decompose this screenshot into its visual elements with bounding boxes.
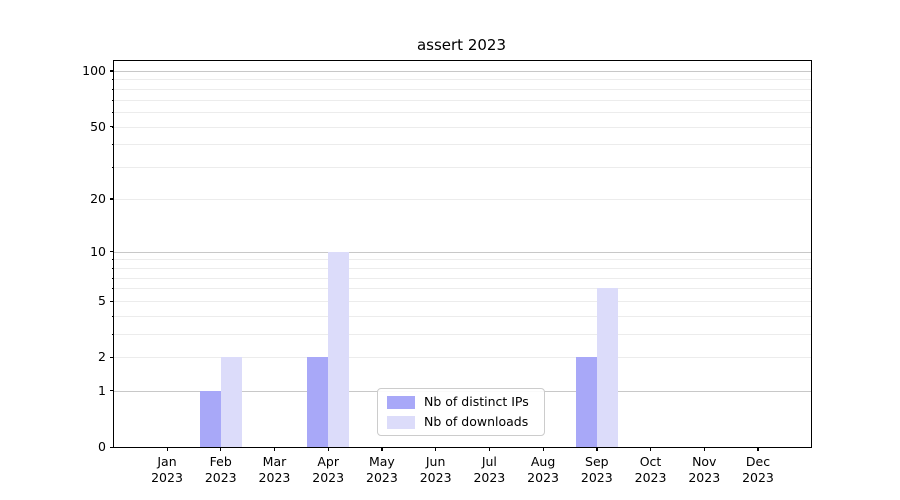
x-tick-label: Jan 2023 [151, 454, 183, 485]
y-tick-label: 100 [82, 62, 106, 78]
x-tick-label: May 2023 [366, 454, 398, 485]
x-tick [542, 447, 544, 451]
y-minor-tick [111, 112, 114, 114]
bar-distinct-ips-sep [575, 357, 597, 447]
minor-gridline [114, 301, 811, 303]
legend-label-distinct-ips: Nb of distinct IPs [424, 394, 529, 409]
x-tick [488, 447, 491, 451]
minor-gridline [114, 267, 811, 269]
y-tick [110, 300, 114, 302]
plot-area: 0 1 2 5 10 20 50 100 Jan 2023 Feb 2023 Mar 2023 Apr… [82, 60, 812, 485]
bar-distinct-ips-apr [307, 357, 329, 447]
x-tick-label: Jun 2023 [419, 454, 452, 485]
major-gridline [114, 251, 811, 253]
y-tick [110, 70, 114, 72]
y-minor-tick [111, 259, 114, 261]
minor-gridline [114, 357, 811, 359]
x-tick [220, 447, 222, 451]
y-minor-tick [111, 144, 114, 146]
y-minor-tick [111, 79, 114, 81]
y-tick-label: 5 [98, 293, 106, 309]
y-tick-label: 2 [98, 349, 106, 365]
x-tick [703, 447, 705, 451]
y-tick-label: 0 [98, 439, 106, 454]
bar-downloads-feb [220, 357, 242, 447]
x-tick-label: Apr 2023 [312, 454, 345, 485]
legend-swatch-downloads-icon [387, 415, 415, 429]
x-tick [381, 447, 383, 451]
y-tick [110, 390, 114, 392]
y-tick [110, 126, 114, 128]
x-tick [273, 447, 276, 451]
x-tick-label: Jul 2023 [473, 454, 506, 485]
bar-distinct-ips-feb [199, 390, 221, 447]
legend-item-downloads: Nb of downloads [387, 415, 535, 429]
x-tick [757, 447, 759, 451]
x-tick-label: Dec 2023 [742, 454, 774, 485]
legend-item-distinct-ips: Nb of distinct IPs [387, 395, 535, 409]
x-tick-label: Oct 2023 [634, 454, 667, 485]
minor-gridline [114, 259, 811, 261]
x-tick-label: Mar 2023 [258, 454, 291, 485]
y-tick [110, 356, 114, 359]
minor-gridline [114, 334, 811, 336]
y-minor-tick [111, 88, 114, 90]
minor-gridline [114, 144, 811, 146]
major-gridline [114, 70, 811, 72]
minor-gridline [114, 99, 811, 101]
x-tick-label: Sep 2023 [580, 454, 613, 485]
minor-gridline [114, 277, 811, 279]
bar-downloads-apr [328, 251, 350, 447]
minor-gridline [114, 315, 811, 317]
y-minor-tick [111, 99, 114, 101]
y-tick-label: 10 [90, 243, 106, 259]
y-minor-tick [111, 167, 114, 169]
minor-gridline [114, 198, 811, 200]
y-minor-tick [111, 277, 114, 279]
x-tick-label: Feb 2023 [204, 454, 237, 485]
y-tick-label: 20 [90, 190, 106, 206]
x-tick [650, 447, 652, 451]
x-tick-label: Aug 2023 [527, 454, 559, 485]
minor-gridline [114, 112, 811, 114]
chart-title: assert 2023 [416, 36, 507, 54]
x-tick [166, 447, 168, 451]
legend: Nb of distinct IPs Nb of downloads [377, 388, 545, 436]
x-tick [596, 447, 598, 451]
x-tick-label: Nov 2023 [688, 454, 721, 485]
minor-gridline [114, 288, 811, 290]
y-minor-tick [111, 334, 114, 336]
minor-gridline [114, 88, 811, 90]
y-tick [110, 198, 114, 200]
y-minor-tick [111, 288, 114, 290]
minor-gridline [114, 79, 811, 81]
y-minor-tick [111, 267, 114, 269]
legend-label-downloads: Nb of downloads [424, 414, 529, 429]
y-tick [110, 446, 114, 448]
bar-downloads-sep [596, 288, 618, 447]
x-tick [327, 447, 329, 451]
legend-swatch-distinct-ips-icon [387, 395, 415, 409]
y-tick-label: 1 [98, 382, 106, 398]
minor-gridline [114, 167, 811, 169]
minor-gridline [114, 126, 811, 128]
x-tick [435, 447, 437, 451]
y-minor-tick [111, 315, 114, 317]
y-tick [110, 251, 114, 253]
y-tick-label: 50 [90, 118, 106, 134]
